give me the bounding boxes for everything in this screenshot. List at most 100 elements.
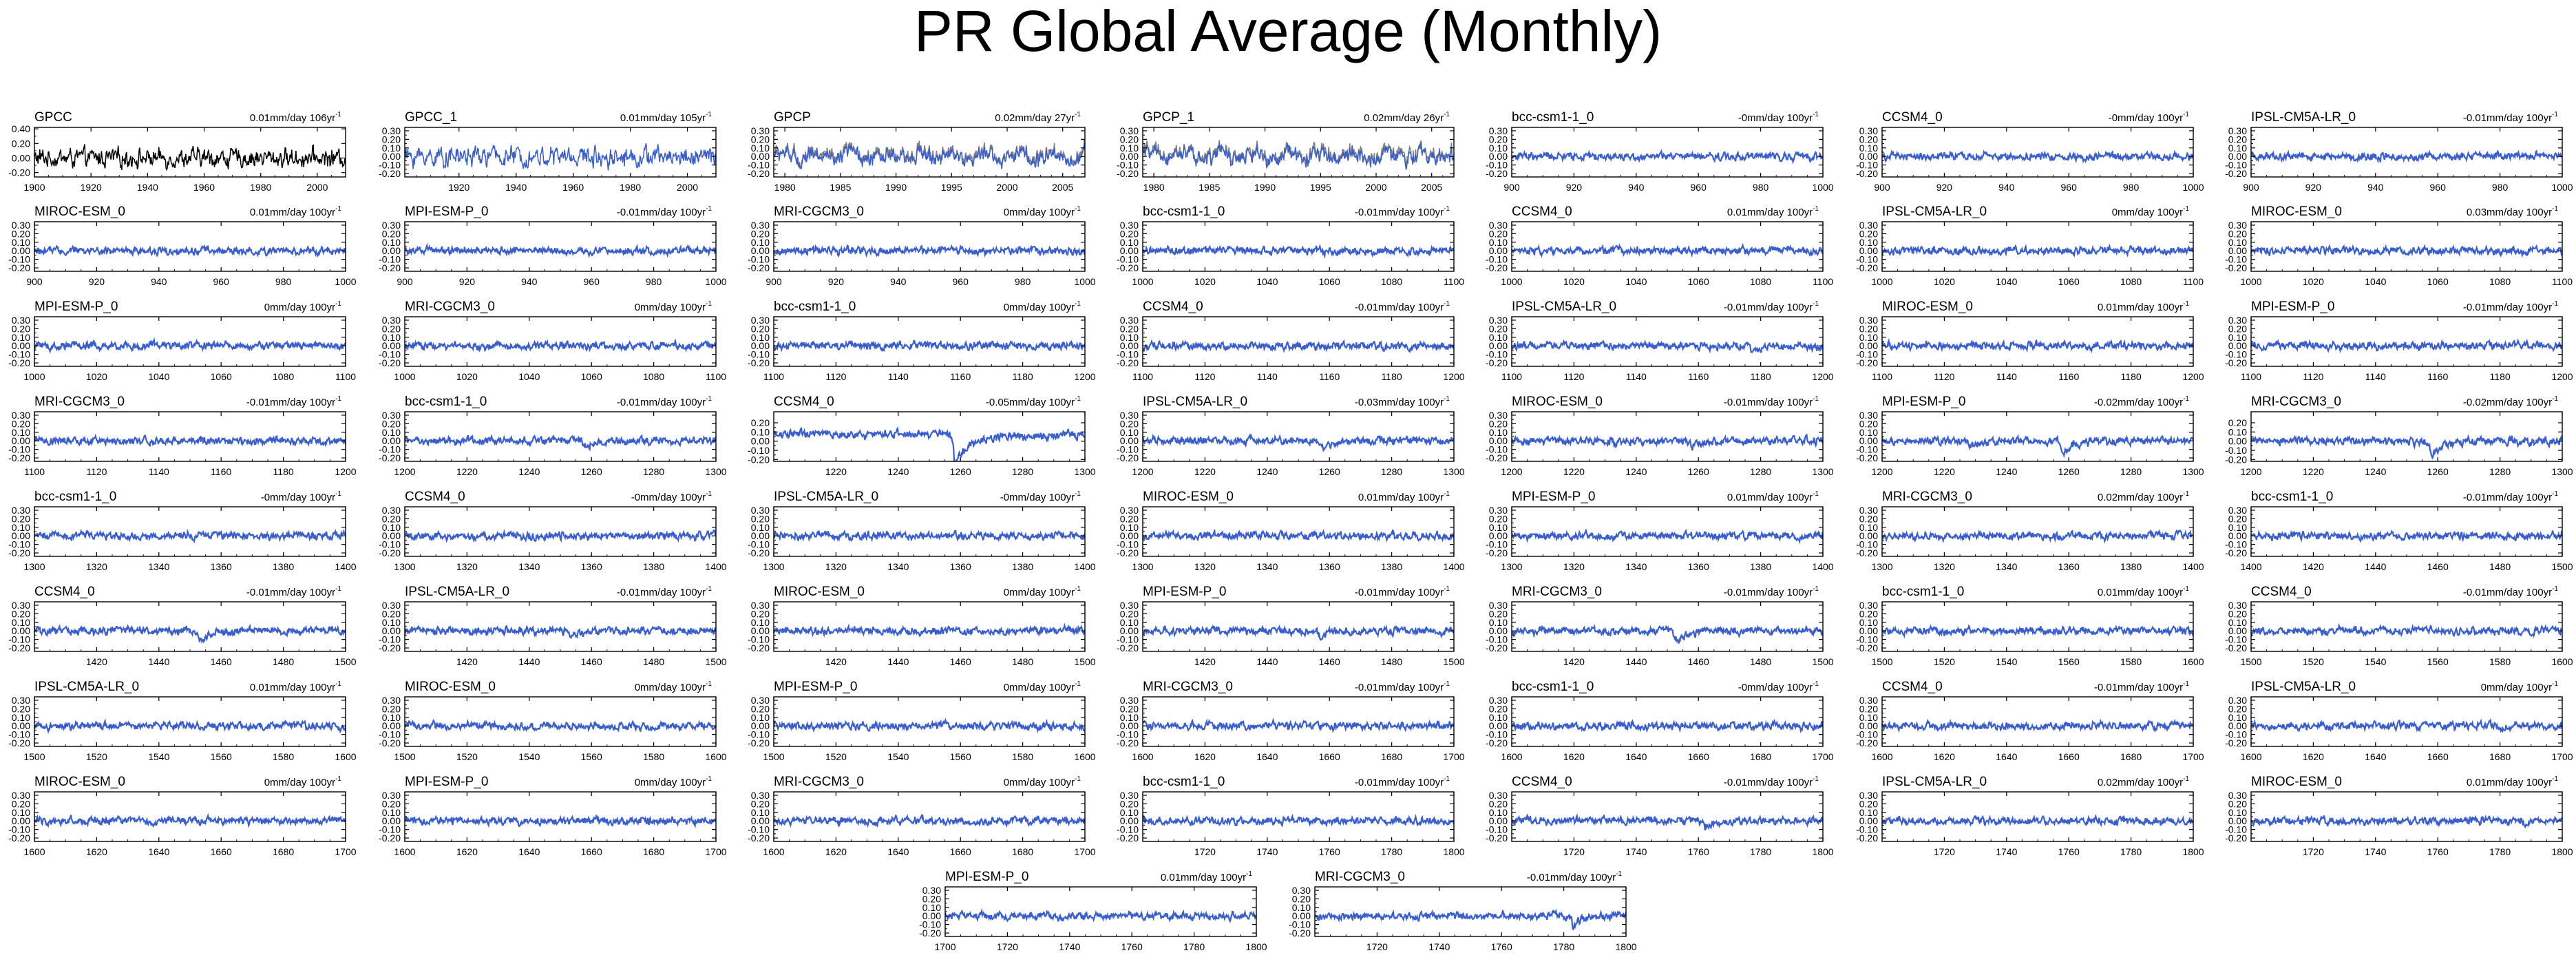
panel-48: CCSM4_0 -0.01mm/day 100yr-1 -0.20-0.100.00… [1856, 680, 2204, 762]
panel-trend: -0.02mm/day 100yr-1 [2094, 395, 2190, 408]
y-tick-label: 0.20 [382, 798, 401, 809]
panel-title: IPSL-CM5A-LR_0 [405, 585, 509, 599]
x-tick-label: 1200 [1812, 371, 1833, 382]
y-tick-label: -0.20 [2225, 737, 2247, 748]
y-tick-label: 0.30 [382, 600, 401, 611]
x-tick-label: 1240 [518, 466, 540, 477]
series-line [405, 529, 716, 543]
y-tick-label: -0.20 [8, 737, 30, 748]
x-tick-label: 1220 [825, 466, 847, 477]
series-line [1882, 433, 2193, 459]
panel-8: MIROC-ESM_0 0.01mm/day 100yr-1-0.20-0.100… [8, 205, 357, 287]
x-tick-label: 1420 [456, 656, 478, 667]
x-tick-label: 2005 [1052, 182, 1073, 193]
x-tick-label: 1720 [2303, 846, 2324, 857]
panel-trend: -0.02mm/day 100yr-1 [2463, 395, 2559, 408]
panel-6: CCSM4_0 -0mm/day 100yr-1 -0.20-0.100.000.1… [1856, 110, 2204, 193]
y-tick-label: -0.10 [379, 634, 401, 645]
x-tick-label: 1540 [148, 751, 169, 762]
y-tick-label: -0.10 [1856, 729, 1878, 740]
x-tick-label: 1500 [335, 656, 356, 667]
panel-title: MIROC-ESM_0 [1882, 300, 1973, 314]
y-tick-label: 0.10 [1120, 617, 1139, 628]
panel-trend: -0.01mm/day 100yr-1 [2463, 111, 2559, 124]
panel-title: IPSL-CM5A-LR_0 [1512, 300, 1616, 314]
x-tick-label: 1980 [1143, 182, 1165, 193]
series-line [1143, 339, 1454, 353]
panel-title: IPSL-CM5A-LR_0 [34, 680, 139, 694]
x-tick-label: 1600 [335, 751, 356, 762]
y-tick-label: 0.10 [1489, 712, 1508, 723]
x-tick-label: 1100 [24, 466, 45, 477]
y-tick-label: -0.10 [1117, 824, 1139, 835]
y-tick-label: 0.20 [751, 417, 770, 428]
panel-title: CCSM4_0 [2251, 585, 2312, 599]
x-tick-label: 1980 [250, 182, 271, 193]
x-tick-label: 1440 [518, 656, 540, 667]
y-tick-label: 0.00 [12, 625, 30, 636]
y-tick-label: 0.20 [1292, 893, 1311, 904]
panel-title: MPI-ESM-P_0 [405, 775, 488, 789]
y-tick-label: 0.20 [2228, 798, 2247, 809]
x-tick-label: 1200 [1132, 466, 1153, 477]
series-line [2251, 434, 2562, 460]
x-tick-label: 980 [2123, 182, 2140, 193]
y-tick-label: 0.00 [922, 910, 941, 921]
y-tick-label: -0.10 [1856, 254, 1878, 265]
series-line [1143, 243, 1454, 259]
x-tick-label: 1640 [1996, 751, 2017, 762]
x-tick-label: 1360 [2058, 561, 2080, 572]
x-tick-label: 940 [890, 276, 907, 287]
series-line [34, 718, 346, 734]
x-tick-label: 1000 [1812, 182, 1833, 193]
x-tick-label: 1600 [2240, 751, 2261, 762]
y-tick-label: -0.20 [8, 832, 30, 844]
y-tick-label: 0.10 [12, 332, 30, 343]
x-tick-label: 1520 [2303, 656, 2324, 667]
y-tick-label: 0.00 [1859, 245, 1878, 256]
x-tick-label: 1000 [1132, 276, 1153, 287]
y-tick-label: 0.10 [382, 332, 401, 343]
x-tick-label: 1140 [1626, 371, 1647, 382]
y-tick-label: -0.20 [1856, 357, 1878, 368]
y-tick-label: 0.00 [1489, 340, 1508, 351]
panel-frame [1511, 316, 1824, 367]
x-tick-label: 1760 [1121, 941, 1143, 952]
panel-29: bcc-csm1-1_0 -0mm/day 100yr-1-0.20-0.100.… [8, 490, 357, 572]
x-tick-label: 1460 [2427, 561, 2449, 572]
x-tick-label: 1100 [763, 371, 784, 382]
x-tick-label: 960 [953, 276, 969, 287]
y-tick-label: 0.00 [751, 530, 770, 541]
panel-trend: -0mm/day 100yr-1 [1738, 111, 1819, 124]
y-tick-label: 0.00 [12, 435, 30, 446]
x-tick-label: 1620 [825, 846, 847, 857]
panel-trend: -0mm/day 100yr-1 [261, 490, 342, 503]
y-tick-label: 0.10 [1859, 427, 1878, 438]
y-tick-label: 0.10 [382, 237, 401, 248]
x-tick-label: 980 [2492, 182, 2509, 193]
x-tick-label: 1300 [2182, 466, 2204, 477]
y-tick-label: -0.20 [8, 357, 30, 368]
x-tick-label: 1640 [1256, 751, 1278, 762]
panel-18: CCSM4_0 -0.01mm/day 100yr-1 -0.20-0.100.00… [1117, 300, 1465, 382]
panel-frame [2250, 411, 2563, 462]
x-tick-label: 1360 [950, 561, 971, 572]
x-tick-label: 1760 [1319, 846, 1340, 857]
y-tick-label: -0.20 [1117, 547, 1139, 558]
x-tick-label: 1200 [2182, 371, 2204, 382]
y-tick-label: -0.10 [1856, 824, 1878, 835]
y-tick-label: 0.10 [12, 522, 30, 533]
panel-frame [1511, 506, 1824, 557]
x-tick-label: 1240 [2365, 466, 2386, 477]
panel-34: MRI-CGCM3_0 0.02mm/day 100yr-1-0.20-0.100… [1856, 490, 2204, 572]
series-line [774, 529, 1085, 543]
x-tick-label: 1660 [950, 846, 971, 857]
y-tick-label: -0.20 [748, 737, 770, 748]
y-tick-label: -0.10 [1486, 349, 1508, 360]
y-tick-label: 0.20 [2228, 513, 2247, 524]
panel-36: CCSM4_0 -0.01mm/day 100yr-1 -0.20-0.100.00… [8, 585, 357, 667]
panel-frame [34, 411, 346, 462]
x-tick-label: 1480 [273, 656, 294, 667]
panel-trend: 0.01mm/day 100yr-1 [2467, 775, 2559, 788]
y-tick-label: 0.00 [12, 530, 30, 541]
